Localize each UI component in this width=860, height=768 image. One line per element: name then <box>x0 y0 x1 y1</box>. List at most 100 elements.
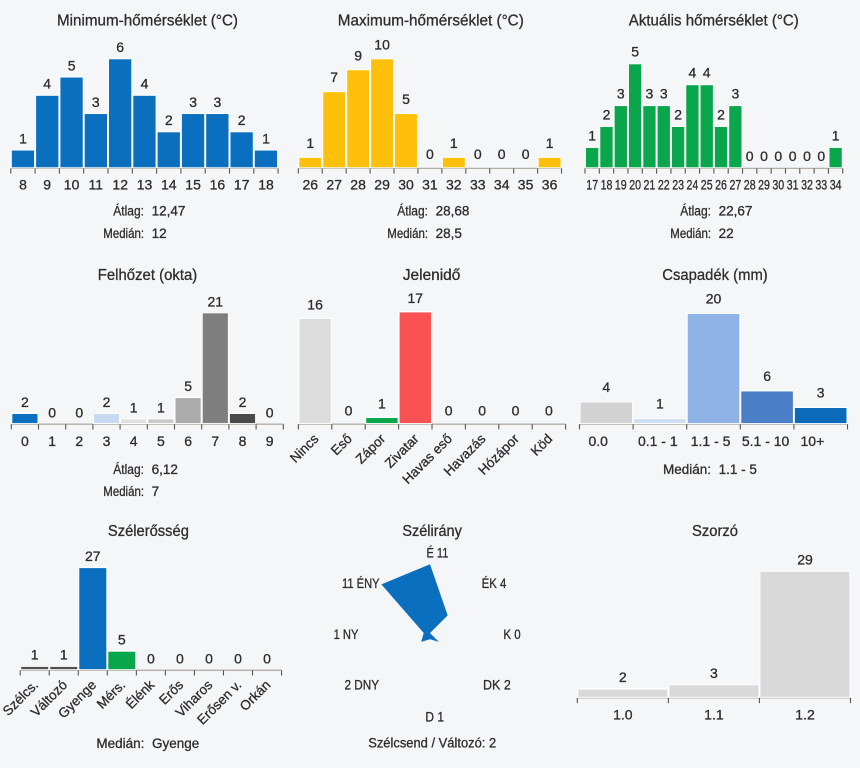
svg-text:0: 0 <box>760 148 768 164</box>
svg-text:5: 5 <box>631 44 639 60</box>
svg-text:1: 1 <box>378 396 386 412</box>
svg-text:1: 1 <box>130 399 138 415</box>
svg-text:0: 0 <box>545 402 553 418</box>
svg-text:15: 15 <box>185 176 201 192</box>
svg-text:ÉK 4: ÉK 4 <box>482 575 507 591</box>
svg-text:28,68: 28,68 <box>436 204 470 219</box>
svg-text:17: 17 <box>586 177 598 192</box>
svg-text:1.1: 1.1 <box>704 707 724 723</box>
svg-text:2 DNY: 2 DNY <box>345 676 380 692</box>
svg-text:24: 24 <box>687 177 699 192</box>
svg-text:28: 28 <box>744 177 756 192</box>
svg-text:2: 2 <box>717 106 725 122</box>
svg-text:1.1 - 5: 1.1 - 5 <box>691 433 731 449</box>
svg-text:Átlag:: Átlag: <box>680 204 711 219</box>
svg-text:3: 3 <box>189 94 197 110</box>
svg-text:5: 5 <box>68 57 76 73</box>
svg-text:0: 0 <box>498 146 506 162</box>
svg-text:Aktuális hőmérséklet (°C): Aktuális hőmérséklet (°C) <box>629 13 799 30</box>
svg-text:14: 14 <box>161 176 177 192</box>
svg-text:20: 20 <box>706 291 722 307</box>
svg-text:10: 10 <box>374 36 390 52</box>
svg-text:1: 1 <box>60 647 68 663</box>
svg-text:34: 34 <box>494 176 510 192</box>
svg-text:3: 3 <box>732 86 740 102</box>
svg-text:12: 12 <box>112 176 128 192</box>
svg-text:9: 9 <box>266 433 274 449</box>
svg-text:7: 7 <box>211 433 219 449</box>
svg-text:1: 1 <box>656 396 664 412</box>
svg-text:3: 3 <box>92 94 100 110</box>
svg-text:1 NY: 1 NY <box>334 626 359 642</box>
svg-text:2: 2 <box>238 112 246 128</box>
svg-text:0: 0 <box>522 146 530 162</box>
svg-text:6: 6 <box>763 368 771 384</box>
svg-text:17: 17 <box>234 176 250 192</box>
svg-text:Medián:: Medián: <box>663 462 711 477</box>
svg-text:8: 8 <box>239 433 247 449</box>
svg-text:0: 0 <box>478 402 486 418</box>
svg-text:3: 3 <box>660 86 668 102</box>
svg-text:6: 6 <box>184 433 192 449</box>
svg-text:4: 4 <box>43 76 51 92</box>
svg-text:11 ÉNY: 11 ÉNY <box>342 575 380 591</box>
svg-text:0: 0 <box>48 405 56 421</box>
svg-text:29: 29 <box>797 552 813 568</box>
svg-text:5: 5 <box>402 91 410 107</box>
svg-text:13: 13 <box>137 176 153 192</box>
svg-text:0: 0 <box>803 148 811 164</box>
svg-text:DK 2: DK 2 <box>483 676 511 692</box>
svg-text:0: 0 <box>234 651 242 667</box>
svg-text:0.1 - 1: 0.1 - 1 <box>638 433 678 449</box>
svg-text:23: 23 <box>672 177 684 192</box>
svg-text:3: 3 <box>646 86 654 102</box>
svg-text:0: 0 <box>176 651 184 667</box>
svg-text:11: 11 <box>89 176 104 192</box>
svg-text:Szélcsend / Változó: 2: Szélcsend / Változó: 2 <box>368 735 496 750</box>
svg-text:Átlag:: Átlag: <box>113 462 144 477</box>
svg-text:4: 4 <box>130 433 138 449</box>
svg-text:28,5: 28,5 <box>436 226 462 241</box>
svg-text:33: 33 <box>815 177 827 192</box>
svg-text:2: 2 <box>103 394 111 410</box>
svg-text:26: 26 <box>303 176 319 192</box>
svg-text:1: 1 <box>306 135 314 151</box>
svg-text:3: 3 <box>103 433 111 449</box>
svg-text:32: 32 <box>446 176 462 192</box>
svg-text:1.0: 1.0 <box>613 707 633 723</box>
svg-text:4: 4 <box>141 76 149 92</box>
svg-text:7: 7 <box>330 69 338 85</box>
svg-text:21: 21 <box>208 293 224 309</box>
svg-text:0: 0 <box>512 402 520 418</box>
svg-text:5.1 - 10: 5.1 - 10 <box>742 433 790 449</box>
svg-text:2: 2 <box>674 106 682 122</box>
svg-text:16: 16 <box>307 297 323 313</box>
svg-text:Átlag:: Átlag: <box>397 204 428 219</box>
svg-text:18: 18 <box>601 177 613 192</box>
svg-text:Szélerősség: Szélerősség <box>108 523 189 540</box>
svg-text:16: 16 <box>210 176 226 192</box>
svg-text:1.1 - 5: 1.1 - 5 <box>719 462 757 477</box>
svg-text:6: 6 <box>116 39 124 55</box>
svg-text:26: 26 <box>715 177 727 192</box>
svg-text:0: 0 <box>474 146 482 162</box>
svg-text:5: 5 <box>157 433 165 449</box>
svg-text:1: 1 <box>588 127 596 143</box>
svg-text:Szélirány: Szélirány <box>402 523 462 540</box>
svg-text:1: 1 <box>546 135 554 151</box>
svg-text:10: 10 <box>64 176 80 192</box>
svg-text:27: 27 <box>85 548 101 564</box>
svg-text:0: 0 <box>426 146 434 162</box>
svg-text:2: 2 <box>21 394 29 410</box>
svg-text:22,67: 22,67 <box>719 204 753 219</box>
svg-text:0: 0 <box>75 405 83 421</box>
svg-text:Medián:: Medián: <box>670 226 711 241</box>
svg-text:0.0: 0.0 <box>588 433 608 449</box>
svg-text:31: 31 <box>787 177 799 192</box>
svg-text:25: 25 <box>701 177 713 192</box>
svg-text:20: 20 <box>629 177 641 192</box>
svg-text:0: 0 <box>21 433 29 449</box>
svg-text:Maximum-hőmérséklet (°C): Maximum-hőmérséklet (°C) <box>338 13 524 30</box>
svg-text:Medián:: Medián: <box>103 484 144 499</box>
svg-text:0: 0 <box>205 651 213 667</box>
